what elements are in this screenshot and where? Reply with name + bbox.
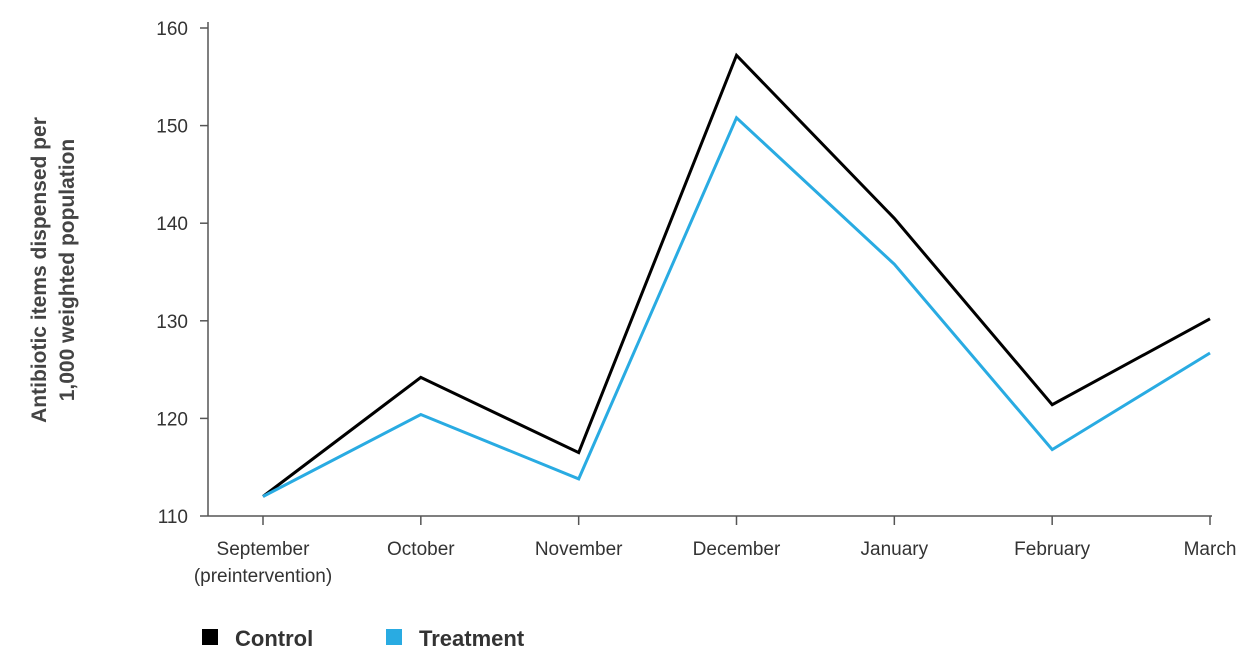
x-tick-label: February (1014, 539, 1091, 560)
y-tick-label: 130 (156, 312, 188, 333)
y-axis-title-line: Antibiotic items dispensed per (28, 117, 51, 423)
y-tick-label: 160 (156, 19, 188, 40)
series-lines (263, 55, 1210, 496)
y-tick-label: 110 (158, 507, 188, 528)
y-tick-label: 150 (156, 117, 188, 138)
y-axis-title-group: Antibiotic items dispensed per 1,000 weig… (28, 117, 79, 423)
legend-swatch-treatment (386, 629, 402, 645)
y-tick-label: 140 (156, 214, 188, 235)
legend-swatch-control (202, 629, 218, 645)
series-line-treatment (263, 118, 1210, 497)
x-tick-label: September (217, 539, 311, 560)
x-tick-label: October (387, 539, 455, 560)
legend: Control Treatment (202, 626, 525, 650)
x-tick-label: December (693, 539, 781, 560)
y-tick-label: 120 (156, 409, 188, 430)
x-ticks: September (preintervention) October Novembe… (194, 516, 1237, 587)
legend-label-control: Control (235, 626, 313, 650)
axes (208, 22, 1212, 516)
x-tick-label: November (535, 539, 623, 560)
x-tick-label: March (1184, 539, 1237, 560)
x-tick-label: (preintervention) (194, 566, 332, 587)
legend-label-treatment: Treatment (419, 626, 525, 650)
x-tick-label: January (861, 539, 929, 560)
y-axis-title: Antibiotic items dispensed per 1,000 weig… (28, 117, 79, 423)
y-ticks: 110 120 130 140 150 160 (156, 19, 208, 528)
y-axis-title-line: 1,000 weighted population (56, 139, 79, 402)
